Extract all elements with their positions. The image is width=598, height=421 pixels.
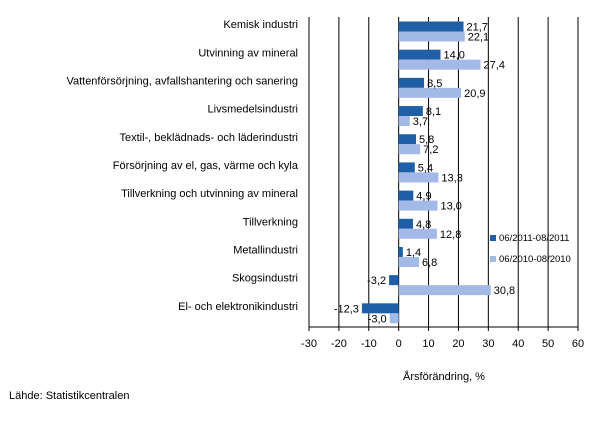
bar [398,256,419,267]
bar [398,134,417,145]
legend-swatch [490,235,496,241]
category-label: Livsmedelsindustri [208,104,298,116]
x-tick-label: 30 [482,338,494,350]
bar [398,172,439,183]
bar [398,228,437,239]
x-tick-label: -30 [301,338,317,350]
data-label: 27,4 [484,60,505,72]
bar [398,116,410,127]
bar [398,144,421,155]
x-tick-label: 50 [542,338,554,350]
bar [389,275,399,286]
x-tick-label: 20 [452,338,464,350]
bar [398,218,414,229]
bar [398,77,425,88]
data-label: 21,7 [467,22,488,34]
x-tick-label: 40 [512,338,524,350]
data-label: 5,8 [419,134,434,146]
x-tick-label: 0 [396,338,402,350]
bar [398,49,441,60]
bar [398,31,465,42]
plot-frame [308,17,579,331]
data-label: 14,0 [444,50,465,62]
bar [398,200,438,211]
data-label: 12,8 [440,229,461,241]
data-label: 4,9 [416,191,431,203]
data-label: 4,8 [416,219,431,231]
bar [398,59,481,70]
data-label: -3,0 [368,313,387,325]
x-tick-label: -20 [331,338,347,350]
legend-label: 06/2011-08/2011 [499,233,569,244]
data-label: -3,2 [367,275,386,287]
bar [398,162,415,173]
category-label: Kemisk industri [223,19,298,31]
data-label: 3,7 [413,116,428,128]
data-labels: 21,722,114,0 27,4 8,5 20,9 8,13,7 5,87,2 5,4 13… [334,22,515,326]
data-label: 13,3 [441,172,462,184]
legend-swatch [490,256,496,262]
data-label: 8,5 [427,78,442,90]
bar [361,303,399,314]
x-tick-label: 10 [422,338,434,350]
x-tick-label: 60 [572,338,584,350]
legend: 06/2011-08/2011 06/2010-08/2010 [490,233,571,265]
legend-label: 06/2010-08/2010 [499,254,571,265]
data-label: 22,1 [468,32,489,44]
bar [398,21,464,32]
category-label: Utvinning av mineral [198,47,298,59]
category-label: Försörjning av el, gas, värme och kyla [113,160,299,172]
category-label: El- och elektronikindustri [178,301,298,313]
bar [389,313,399,324]
bar [398,246,403,257]
bar [398,190,414,201]
bars [361,21,491,324]
source-note: Lähde: Statistikcentralen [9,390,129,402]
data-label: 20,9 [464,88,485,100]
data-label: -12,3 [334,303,359,315]
data-label: 8,1 [426,106,441,118]
x-tick-label: -10 [361,338,377,350]
x-tick-labels: -30 -20 -10 0 10 20 30 40 50 60 [301,338,584,350]
category-label: Tillverkning [243,216,298,228]
category-label: Skogsindustri [232,273,298,285]
category-label: Vattenförsörjning, avfallshantering och … [66,75,298,87]
category-label: Textil-, beklädnads- och läderindustri [119,132,298,144]
data-label: 30,8 [494,285,515,297]
data-label: 13,0 [441,201,462,213]
data-label: 1,4 [406,247,421,259]
category-label: Tillverkning och utvinning av mineral [121,188,298,200]
category-labels: Kemisk industri Utvinning av mineral Vatte… [66,19,298,313]
bar [398,87,462,98]
bar [398,106,423,117]
data-label: 5,4 [418,162,433,174]
data-label: 6,8 [422,257,437,269]
category-label: Metallindustri [233,245,298,257]
bar [398,285,491,296]
x-axis-title: Årsförändring, % [403,370,485,383]
data-label: 7,2 [423,144,438,156]
